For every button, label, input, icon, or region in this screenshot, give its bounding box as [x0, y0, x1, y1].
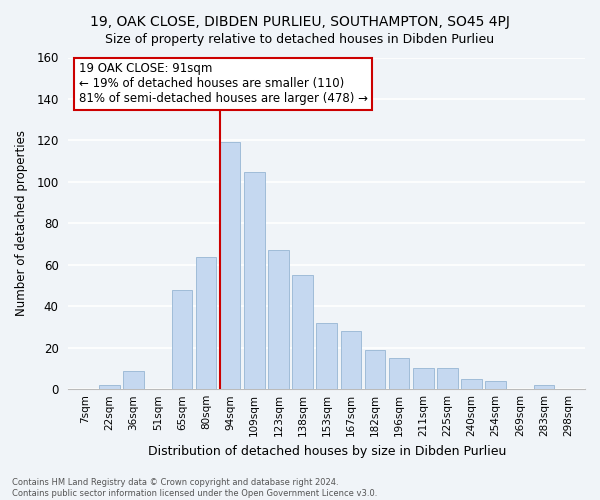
Bar: [485, 381, 506, 389]
Bar: [244, 172, 265, 389]
Y-axis label: Number of detached properties: Number of detached properties: [15, 130, 28, 316]
Bar: [268, 250, 289, 389]
Bar: [341, 331, 361, 389]
Bar: [172, 290, 192, 389]
Bar: [461, 379, 482, 389]
Text: Size of property relative to detached houses in Dibden Purlieu: Size of property relative to detached ho…: [106, 32, 494, 46]
Bar: [220, 142, 241, 389]
X-axis label: Distribution of detached houses by size in Dibden Purlieu: Distribution of detached houses by size …: [148, 444, 506, 458]
Text: Contains HM Land Registry data © Crown copyright and database right 2024.
Contai: Contains HM Land Registry data © Crown c…: [12, 478, 377, 498]
Bar: [316, 323, 337, 389]
Text: 19, OAK CLOSE, DIBDEN PURLIEU, SOUTHAMPTON, SO45 4PJ: 19, OAK CLOSE, DIBDEN PURLIEU, SOUTHAMPT…: [90, 15, 510, 29]
Bar: [196, 256, 216, 389]
Bar: [99, 385, 120, 389]
Bar: [292, 275, 313, 389]
Bar: [437, 368, 458, 389]
Bar: [389, 358, 409, 389]
Bar: [413, 368, 434, 389]
Bar: [365, 350, 385, 389]
Text: 19 OAK CLOSE: 91sqm
← 19% of detached houses are smaller (110)
81% of semi-detac: 19 OAK CLOSE: 91sqm ← 19% of detached ho…: [79, 62, 368, 106]
Bar: [124, 370, 144, 389]
Bar: [534, 385, 554, 389]
